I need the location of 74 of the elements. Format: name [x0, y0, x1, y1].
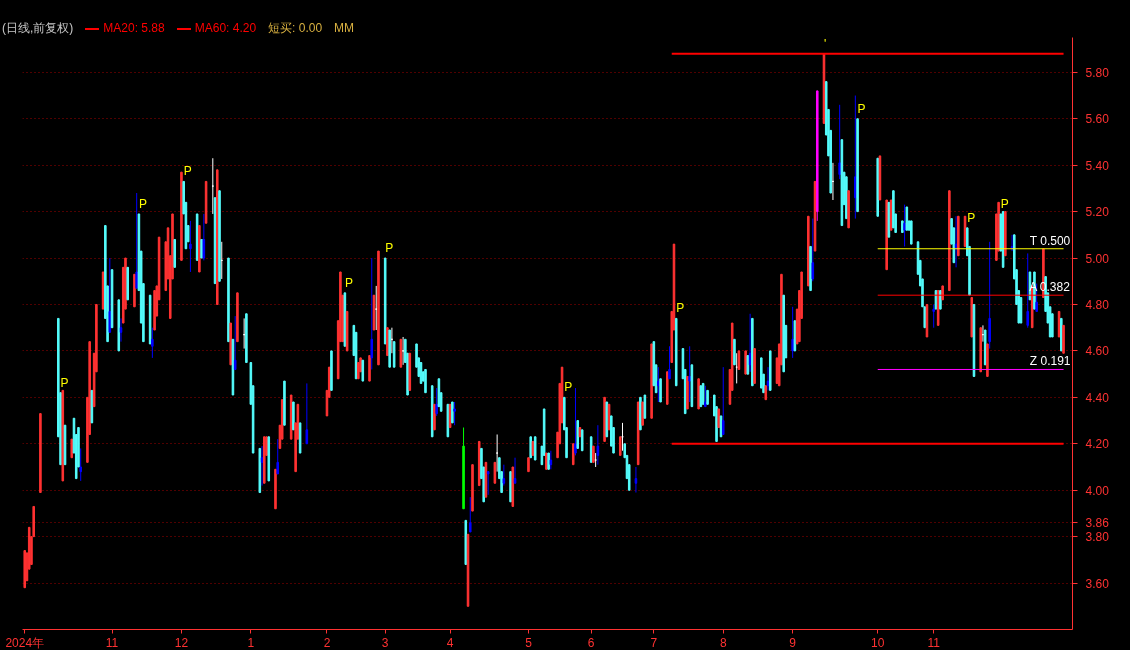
candlestick [744, 350, 747, 375]
legend-label: MA60: 4.20 [194, 21, 257, 35]
candlestick [119, 317, 123, 343]
candlestick [305, 382, 309, 445]
candlestick [634, 466, 638, 494]
y-tick-label: 4.40 [1085, 390, 1110, 405]
candlestick [151, 327, 154, 359]
y-tick-label: 5.80 [1085, 65, 1110, 80]
x-tick-label: 8 [719, 635, 727, 650]
candlestick [988, 241, 991, 350]
candlestick [79, 447, 82, 482]
candlestick [932, 303, 935, 329]
x-tick-label: 2 [323, 635, 331, 650]
candlestick [211, 157, 215, 215]
candlestick [701, 382, 705, 405]
y-tick-label: 5.00 [1085, 251, 1110, 266]
y-tick-label: 4.60 [1085, 344, 1110, 359]
x-tick-label: 5 [525, 635, 533, 650]
candlestick [668, 345, 671, 380]
annotation: P [138, 196, 147, 211]
y-tick-label: 3.86 [1085, 516, 1110, 531]
x-tick-label: 10 [871, 635, 885, 650]
annotation: P [676, 301, 685, 316]
y-tick-label: 3.80 [1085, 530, 1110, 545]
candlestick [486, 471, 490, 496]
annotation: P [385, 241, 394, 256]
candlestick [699, 385, 703, 408]
x-tick-label: 1 [247, 635, 255, 650]
annotation: P [344, 275, 353, 290]
x-tick-label: 11 [105, 635, 119, 650]
x-tick-label: 6 [587, 635, 595, 650]
y-tick-label: 4.80 [1085, 297, 1110, 312]
annotation: T 0.500 [1029, 233, 1071, 248]
candlestick [717, 408, 721, 429]
annotation: P [967, 210, 976, 225]
annotation: P [857, 101, 866, 116]
candlestick [468, 496, 472, 533]
annotation: Z 0.191 [1029, 354, 1071, 369]
text: MM [334, 21, 355, 35]
x-tick-label: 11 [927, 635, 941, 650]
candlestick [811, 218, 815, 282]
annotation: P [60, 375, 69, 390]
y-tick-label: 5.40 [1085, 158, 1110, 173]
y-tick-label: 5.60 [1085, 112, 1110, 127]
candlestick [746, 355, 750, 375]
candlestick [493, 461, 497, 484]
chart-title: (日线,前复权) [2, 21, 74, 35]
annotation: P [564, 380, 573, 395]
y-tick-label: 4.00 [1085, 483, 1110, 498]
y-tick-label: 4.20 [1085, 437, 1110, 452]
candlestick [260, 445, 264, 487]
x-tick-label: 3 [381, 635, 389, 650]
annotation: P [183, 164, 192, 179]
candlestick [202, 213, 206, 261]
candlestick [502, 464, 506, 487]
y-tick-label: 5.20 [1085, 205, 1110, 220]
candlestick [721, 366, 725, 435]
candlestick [495, 433, 499, 473]
annotation: ' [823, 36, 827, 51]
legend-label: MA20: 5.88 [103, 21, 165, 35]
text: 短买: 0.00 [268, 21, 323, 35]
x-tick-label: 4 [446, 635, 454, 650]
candlestick [233, 315, 237, 370]
candlestick [641, 401, 644, 426]
candlestick [766, 366, 770, 391]
annotation: P [1000, 196, 1009, 211]
x-tick-label: 2024年 [5, 635, 45, 650]
candlestick [200, 238, 203, 259]
y-tick-label: 3.60 [1085, 576, 1110, 591]
candlestick [513, 457, 517, 484]
x-tick-label: 12 [174, 635, 189, 650]
x-tick-label: 7 [650, 635, 658, 650]
x-tick-label: 9 [789, 635, 797, 650]
candlestick [435, 387, 438, 417]
